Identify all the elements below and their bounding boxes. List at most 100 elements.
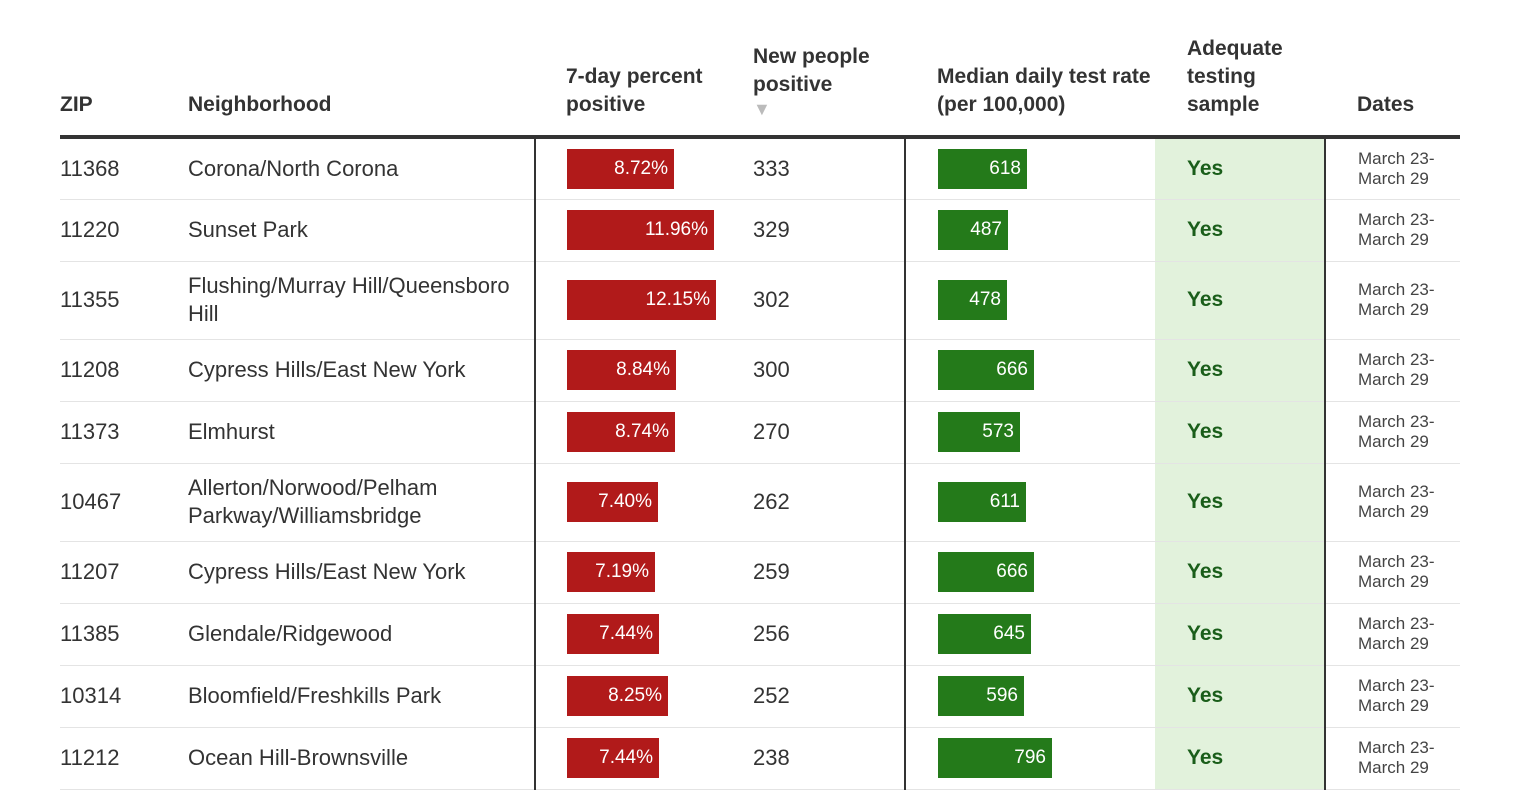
new-positive-cell: 302 bbox=[753, 287, 790, 312]
date-end: March 29 bbox=[1358, 634, 1429, 653]
date-start: March 23- bbox=[1358, 148, 1435, 168]
neighborhood-cell: Flushing/Murray Hill/Queensboro Hill bbox=[188, 273, 510, 326]
new-positive-cell: 262 bbox=[753, 489, 790, 514]
date-end: March 29 bbox=[1358, 230, 1429, 249]
table-row[interactable]: 10467 Allerton/Norwood/Pelham Parkway/Wil… bbox=[60, 463, 1460, 541]
header-adequate-sample[interactable]: Adequate testing sample bbox=[1187, 37, 1283, 116]
adequate-sample-cell: Yes bbox=[1155, 541, 1325, 603]
percent-positive-bar: 8.84% bbox=[567, 350, 676, 390]
percent-positive-cell: 7.44% bbox=[534, 727, 753, 789]
dates-cell: March 23- March 29 bbox=[1324, 339, 1460, 401]
zip-cell: 11207 bbox=[60, 559, 120, 584]
percent-positive-bar: 12.15% bbox=[567, 280, 716, 320]
adequate-sample-cell: Yes bbox=[1155, 401, 1325, 463]
date-end: March 29 bbox=[1358, 502, 1429, 521]
neighborhood-cell: Corona/North Corona bbox=[188, 155, 399, 181]
table-body: 11368 Corona/North Corona 8.72% 333 618 Yes Ma… bbox=[60, 137, 1460, 789]
percent-positive-bar: 8.72% bbox=[567, 148, 674, 189]
percent-positive-cell: 7.19% bbox=[534, 541, 753, 603]
date-end: March 29 bbox=[1358, 370, 1429, 389]
table-row[interactable]: 10314 Bloomfield/Freshkills Park 8.25% 252 5… bbox=[60, 665, 1460, 727]
zip-cell: 11208 bbox=[60, 357, 120, 382]
new-positive-cell: 329 bbox=[753, 217, 790, 242]
test-rate-bar: 573 bbox=[938, 412, 1020, 452]
percent-positive-cell: 8.25% bbox=[534, 665, 753, 727]
new-positive-cell: 270 bbox=[753, 419, 790, 444]
table-row[interactable]: 11373 Elmhurst 8.74% 270 573 Yes March 23- Marc… bbox=[60, 401, 1460, 463]
table-row[interactable]: 11212 Ocean Hill-Brownsville 7.44% 238 796 Ye… bbox=[60, 727, 1460, 789]
new-positive-cell: 259 bbox=[753, 559, 790, 584]
test-rate-bar: 487 bbox=[938, 210, 1008, 250]
header-dates[interactable]: Dates bbox=[1357, 93, 1415, 116]
test-rate-bar: 645 bbox=[938, 614, 1031, 654]
table-row[interactable]: 11208 Cypress Hills/East New York 8.84% 300… bbox=[60, 339, 1460, 401]
zip-cell: 11368 bbox=[60, 155, 120, 181]
test-rate-cell: 645 bbox=[904, 603, 1155, 665]
date-end: March 29 bbox=[1358, 758, 1429, 777]
header-row: ZIP Neighborhood 7-day percent positive … bbox=[60, 0, 1460, 137]
header-test-rate[interactable]: Median daily test rate (per 100,000) bbox=[937, 65, 1151, 116]
date-end: March 29 bbox=[1358, 696, 1429, 715]
neighborhood-cell: Ocean Hill-Brownsville bbox=[188, 745, 409, 770]
zip-cell: 11355 bbox=[60, 287, 120, 312]
date-end: March 29 bbox=[1358, 168, 1429, 188]
dates-cell: March 23- March 29 bbox=[1324, 401, 1460, 463]
date-start: March 23- bbox=[1358, 614, 1435, 633]
dates-cell: March 23- March 29 bbox=[1324, 665, 1460, 727]
test-rate-cell: 618 bbox=[904, 137, 1155, 199]
table-row[interactable]: 11385 Glendale/Ridgewood 7.44% 256 645 Yes Mar… bbox=[60, 603, 1460, 665]
test-rate-cell: 478 bbox=[904, 261, 1155, 339]
percent-positive-cell: 8.84% bbox=[534, 339, 753, 401]
table-row[interactable]: 11368 Corona/North Corona 8.72% 333 618 Yes Ma… bbox=[60, 137, 1460, 199]
percent-positive-cell: 8.72% bbox=[534, 137, 753, 199]
percent-positive-bar: 7.44% bbox=[567, 614, 659, 654]
dates-cell: March 23- March 29 bbox=[1324, 541, 1460, 603]
adequate-sample-cell: Yes bbox=[1155, 137, 1325, 199]
neighborhood-cell: Allerton/Norwood/Pelham Parkway/Williams… bbox=[188, 475, 438, 528]
date-end: March 29 bbox=[1358, 300, 1429, 319]
date-start: March 23- bbox=[1358, 350, 1435, 369]
header-percent-positive[interactable]: 7-day percent positive bbox=[566, 65, 703, 116]
percent-positive-bar: 11.96% bbox=[567, 210, 714, 250]
table-row[interactable]: 11220 Sunset Park 11.96% 329 487 Yes March 23-… bbox=[60, 199, 1460, 261]
adequate-sample-cell: Yes bbox=[1155, 463, 1325, 541]
neighborhood-cell: Glendale/Ridgewood bbox=[188, 621, 393, 646]
zip-cell: 11373 bbox=[60, 419, 120, 444]
header-zip[interactable]: ZIP bbox=[60, 93, 93, 116]
test-rate-bar: 478 bbox=[938, 280, 1007, 320]
adequate-sample-cell: Yes bbox=[1155, 665, 1325, 727]
header-new-positive-label: New people positive bbox=[753, 45, 870, 96]
table-row[interactable]: 11207 Cypress Hills/East New York 7.19% 259… bbox=[60, 541, 1460, 603]
zip-cell: 11212 bbox=[60, 745, 120, 770]
zip-cell: 10467 bbox=[60, 489, 122, 514]
neighborhood-cell: Bloomfield/Freshkills Park bbox=[188, 683, 442, 708]
date-start: March 23- bbox=[1358, 676, 1435, 695]
header-neighborhood[interactable]: Neighborhood bbox=[188, 93, 332, 116]
new-positive-cell: 238 bbox=[753, 745, 790, 770]
dates-cell: March 23- March 29 bbox=[1324, 603, 1460, 665]
percent-positive-bar: 8.25% bbox=[567, 676, 668, 716]
date-start: March 23- bbox=[1358, 482, 1435, 501]
test-rate-cell: 487 bbox=[904, 199, 1155, 261]
date-start: March 23- bbox=[1358, 412, 1435, 431]
percent-positive-bar: 7.40% bbox=[567, 482, 658, 522]
adequate-sample-cell: Yes bbox=[1155, 603, 1325, 665]
dates-cell: March 23- March 29 bbox=[1324, 199, 1460, 261]
zip-cell: 10314 bbox=[60, 683, 122, 708]
adequate-sample-cell: Yes bbox=[1155, 727, 1325, 789]
table-row[interactable]: 11355 Flushing/Murray Hill/Queensboro Hil… bbox=[60, 261, 1460, 339]
zip-cell: 11220 bbox=[60, 217, 120, 242]
test-rate-bar: 796 bbox=[938, 738, 1052, 778]
header-new-positive[interactable]: New people positive ▼ bbox=[753, 0, 905, 137]
test-rate-bar: 611 bbox=[938, 482, 1026, 522]
test-rate-cell: 596 bbox=[904, 665, 1155, 727]
test-rate-bar: 666 bbox=[938, 552, 1034, 592]
dates-cell: March 23- March 29 bbox=[1324, 727, 1460, 789]
test-rate-cell: 611 bbox=[904, 463, 1155, 541]
date-end: March 29 bbox=[1358, 572, 1429, 591]
test-rate-cell: 573 bbox=[904, 401, 1155, 463]
test-rate-cell: 666 bbox=[904, 339, 1155, 401]
date-end: March 29 bbox=[1358, 432, 1429, 451]
test-rate-cell: 796 bbox=[904, 727, 1155, 789]
percent-positive-bar: 7.19% bbox=[567, 552, 655, 592]
